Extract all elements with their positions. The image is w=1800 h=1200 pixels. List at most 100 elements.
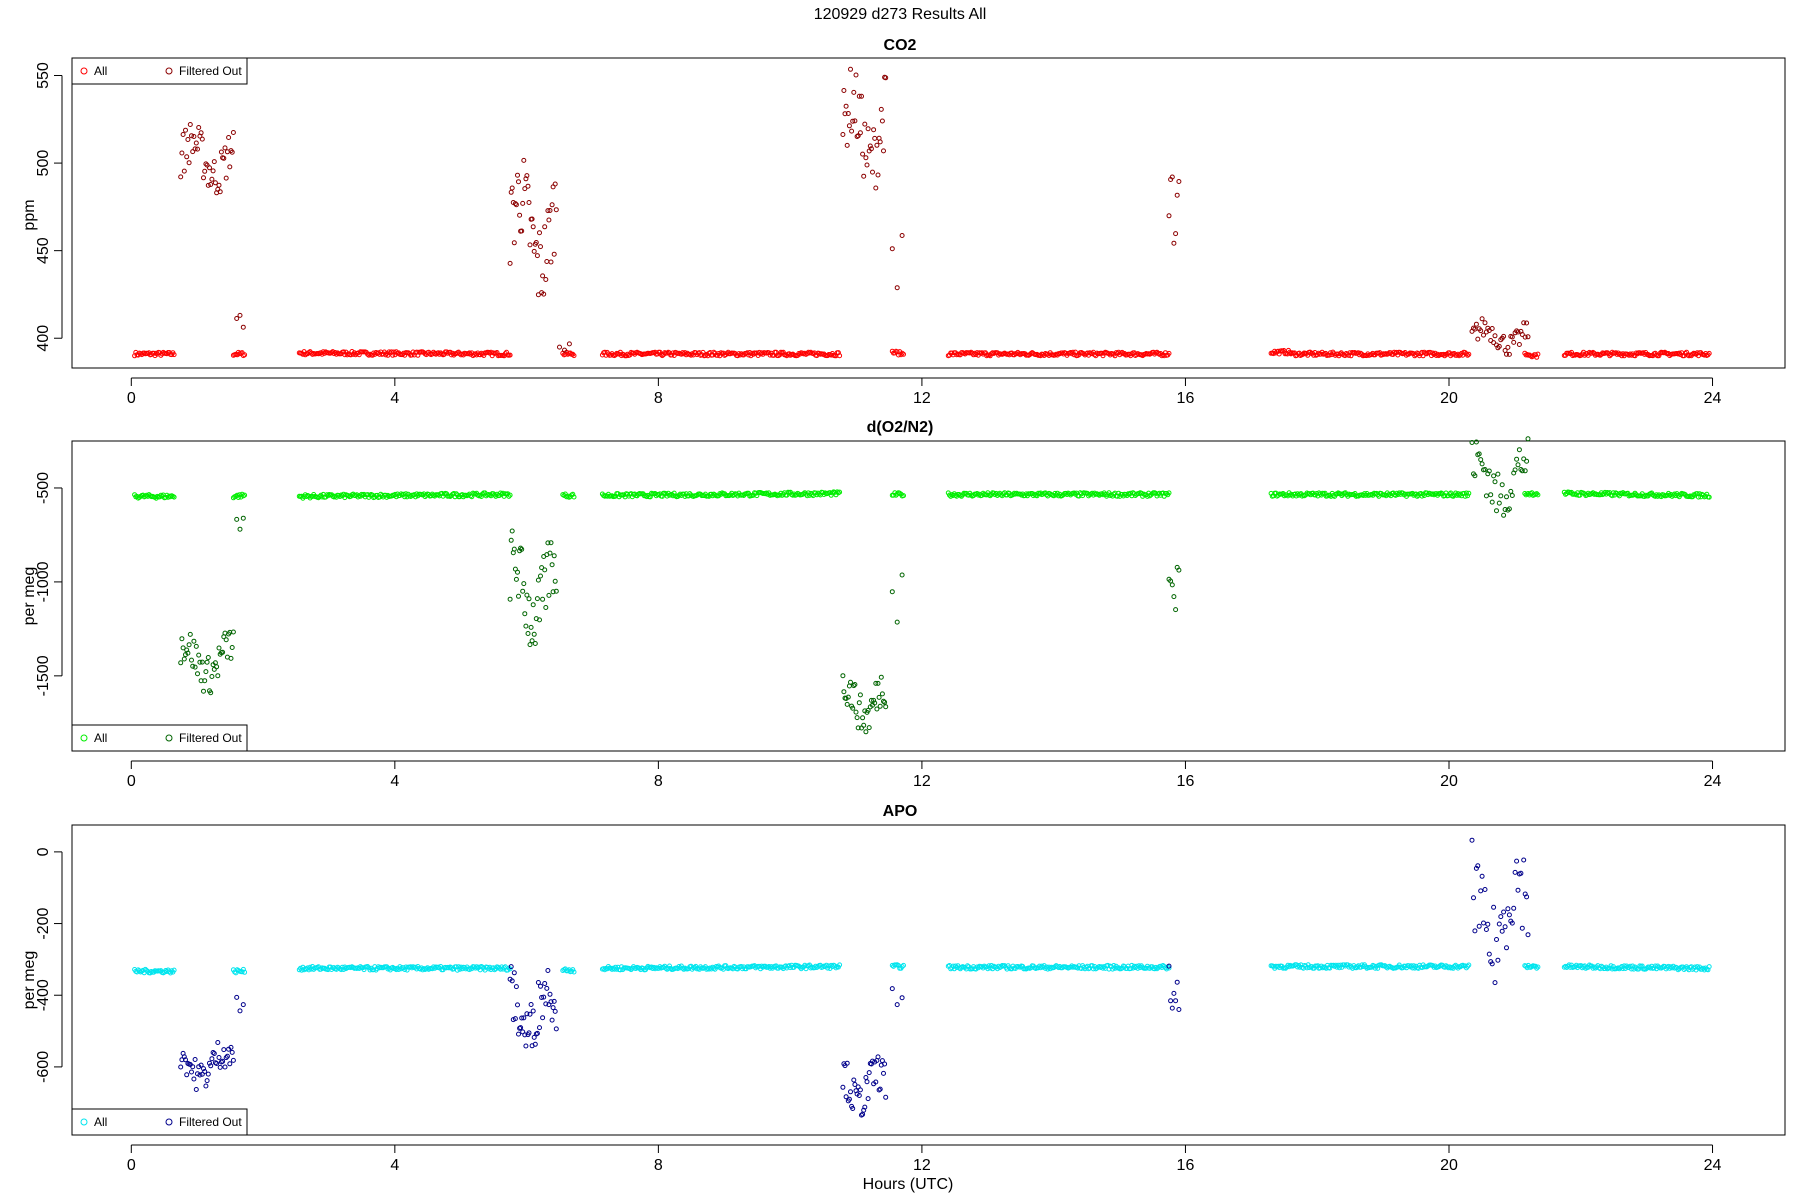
- apo-filtered-point: [518, 1025, 524, 1031]
- o2n2-filtered-point: [518, 545, 524, 551]
- co2-all-point: [837, 353, 843, 359]
- apo-filtered-point: [848, 1089, 853, 1095]
- co2-filtered-point: [1492, 333, 1498, 339]
- co2-filtered-point: [202, 168, 208, 174]
- o2n2-filtered-point: [1516, 447, 1522, 453]
- o2n2-filtered-point: [550, 589, 556, 595]
- co2-filtered-point: [872, 135, 878, 141]
- co2-all-point: [1346, 352, 1352, 358]
- o2n2-filtered-point: [202, 678, 208, 684]
- o2n2-filtered-point: [180, 645, 186, 651]
- apo-all-point: [602, 967, 608, 973]
- o2n2-filtered-point: [845, 694, 851, 700]
- apo-filtered-point: [534, 1030, 540, 1036]
- o2n2-all-point: [498, 490, 503, 496]
- apo-filtered-point: [873, 1079, 879, 1085]
- o2n2-filtered-point: [548, 540, 554, 546]
- co2-all-point: [1326, 352, 1332, 358]
- apo-filtered-point: [240, 1002, 246, 1008]
- o2n2-legend-all-label: All: [94, 731, 107, 745]
- o2n2-filtered-point: [199, 659, 205, 665]
- apo-filtered-point: [208, 1063, 214, 1069]
- o2n2-filtered-point: [1501, 512, 1507, 518]
- o2n2-filtered-point: [546, 592, 552, 598]
- co2-filtered-point: [537, 230, 542, 236]
- co2-filtered-point: [1479, 316, 1485, 322]
- o2n2-all-point: [1609, 493, 1615, 499]
- apo-filtered-point: [531, 1034, 537, 1040]
- o2n2-all-point: [478, 494, 484, 499]
- o2n2-filtered-point: [195, 671, 200, 677]
- co2-filtered-point: [1496, 343, 1502, 349]
- apo-all-point: [951, 966, 957, 972]
- o2n2-all-point: [235, 495, 241, 500]
- apo-filtered-point: [1489, 961, 1495, 967]
- apo-filtered-point: [875, 1054, 881, 1060]
- o2n2-filtered-point: [528, 624, 534, 630]
- apo-filtered-point: [528, 1002, 534, 1007]
- co2-ylabel: ppm: [21, 199, 38, 230]
- apo-panel: APO per meg Hours (UTC) 0 4 8 12 16 20 24 -600 -…: [21, 803, 1786, 1193]
- co2-filtered-point: [531, 248, 537, 254]
- co2-all-point: [1412, 353, 1418, 359]
- co2-filtered-point: [1491, 340, 1497, 346]
- o2n2-filtered-point: [185, 650, 191, 656]
- apo-filtered-point: [1512, 869, 1518, 875]
- o2n2-filtered-point: [1524, 458, 1530, 464]
- apo-filtered-point: [1473, 865, 1479, 871]
- co2-filtered-point: [840, 132, 846, 137]
- o2n2-filtered-point: [1476, 451, 1482, 457]
- o2n2-filtered-point: [543, 605, 549, 610]
- apo-all-point: [338, 967, 344, 973]
- o2n2-x-tick-label: 20: [1440, 773, 1458, 790]
- co2-filtered-point: [857, 130, 863, 136]
- apo-filtered-point: [237, 1008, 243, 1014]
- apo-filtered-point: [1168, 998, 1174, 1004]
- o2n2-filtered-point: [1512, 467, 1518, 473]
- apo-legend-all-marker: [80, 1118, 88, 1126]
- apo-all-point: [991, 963, 997, 969]
- co2-filtered-point: [187, 122, 193, 127]
- co2-filtered-point: [1522, 334, 1528, 340]
- o2n2-filtered-point: [894, 619, 900, 625]
- apo-filtered-point: [856, 1093, 862, 1098]
- o2n2-filtered-point: [1486, 468, 1492, 474]
- apo-all-point: [609, 966, 615, 972]
- apo-filtered-point: [1481, 920, 1486, 926]
- apo-y-tick-label: -400: [35, 979, 52, 1011]
- o2n2-all-point: [828, 492, 834, 498]
- co2-all-point: [1403, 352, 1409, 358]
- co2-filtered-point: [1511, 339, 1517, 345]
- o2n2-all-point: [1453, 490, 1459, 496]
- co2-filtered-point: [551, 251, 557, 257]
- co2-filtered-point: [540, 273, 546, 279]
- co2-legend-filtered-label: Filtered Out: [179, 64, 242, 78]
- apo-all-point: [901, 962, 906, 968]
- co2-filtered-point: [566, 341, 572, 347]
- apo-all-point: [570, 967, 576, 973]
- co2-filtered-point: [547, 208, 553, 213]
- co2-all-point: [1465, 352, 1471, 358]
- co2-y-tick-label: 500: [35, 150, 52, 177]
- o2n2-all-point: [480, 491, 486, 497]
- o2n2-y-tick-label: -1000: [35, 561, 52, 602]
- o2n2-filtered-point: [1472, 473, 1478, 479]
- co2-filtered-point: [1521, 320, 1527, 326]
- apo-filtered-point: [877, 1086, 883, 1092]
- co2-filtered-point: [198, 130, 204, 136]
- o2n2-filtered-point: [1176, 567, 1182, 573]
- apo-all-point: [1335, 962, 1341, 968]
- co2-all-point: [399, 352, 405, 358]
- co2-filtered-point: [508, 189, 514, 195]
- co2-filtered-point: [509, 185, 515, 191]
- o2n2-all-point: [453, 491, 459, 497]
- o2n2-all-point: [242, 492, 248, 498]
- co2-filtered-point: [1173, 231, 1179, 237]
- o2n2-filtered-point: [179, 636, 185, 642]
- co2-all-point: [341, 349, 347, 355]
- o2n2-all-point: [401, 491, 406, 497]
- o2n2-filtered-point: [553, 588, 559, 594]
- o2n2-filtered-point: [209, 674, 215, 679]
- apo-filtered-point: [197, 1072, 203, 1078]
- apo-all-point: [474, 964, 480, 970]
